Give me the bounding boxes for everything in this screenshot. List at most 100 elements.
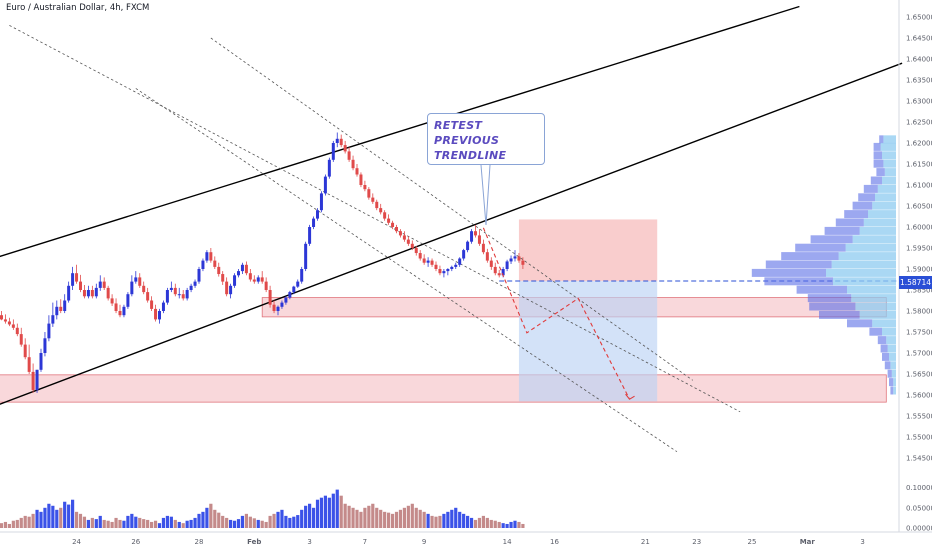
candle-body <box>406 239 410 244</box>
volume-bar <box>181 523 185 528</box>
volume-bar <box>240 515 245 528</box>
candle-body <box>414 248 418 254</box>
time-tick-label: 28 <box>195 538 204 546</box>
volume-profile-row <box>875 193 896 202</box>
volume-profile-row <box>835 218 864 227</box>
volume-bar <box>272 513 276 528</box>
volume-bar <box>146 519 150 528</box>
volume-profile-row <box>852 235 896 244</box>
callout-line: PREVIOUS <box>434 134 500 147</box>
symbol-name: Euro / Australian Dollar <box>6 3 105 13</box>
candle-body <box>379 208 383 213</box>
dotted-middle <box>210 37 693 381</box>
volume-profile-row <box>893 386 896 395</box>
candle-body <box>221 274 225 282</box>
volume-bar <box>493 520 497 528</box>
volume-bar <box>414 507 418 528</box>
price-tick-label: 1.63500 <box>906 77 932 85</box>
volume-profile-row <box>870 176 882 185</box>
volume-bar <box>398 509 403 528</box>
volume-bar <box>122 520 126 528</box>
candle-body <box>501 269 505 276</box>
volume-bar <box>521 523 525 528</box>
volume-profile-row <box>879 135 884 144</box>
volume-bar <box>209 503 213 528</box>
price-tick-label: 1.56500 <box>906 371 932 379</box>
volume-profile-row <box>831 260 896 269</box>
volume-bar <box>501 523 505 528</box>
candle-body <box>146 292 150 301</box>
price-tick-label: 1.61000 <box>906 182 932 190</box>
candle-body <box>82 290 86 297</box>
candle-body <box>154 308 158 320</box>
volume-bar <box>118 519 122 528</box>
candle-body <box>375 201 379 209</box>
volume-bar <box>430 515 434 528</box>
volume-bar <box>31 513 35 528</box>
volume-bar <box>390 513 395 528</box>
volume-bar <box>74 511 79 528</box>
candle-body <box>481 243 485 253</box>
projection-arrowhead <box>625 393 635 400</box>
volume-bar <box>11 520 15 528</box>
volume-bar <box>339 495 343 528</box>
volume-profile-row <box>851 294 896 303</box>
volume-bar <box>276 511 280 528</box>
volume-bar <box>426 513 430 528</box>
volume-bar <box>94 519 98 528</box>
candle-body <box>331 143 335 160</box>
volume-profile-row <box>880 142 896 151</box>
volume-bar <box>256 519 260 528</box>
volume-bar <box>359 511 363 528</box>
volume-bar <box>315 499 320 528</box>
time-tick-label: 16 <box>550 538 559 546</box>
volume-bar <box>67 504 71 528</box>
volume-bar <box>217 512 221 528</box>
candle-body <box>367 189 371 198</box>
volume-bar <box>221 515 225 528</box>
stop-loss-area <box>518 219 658 282</box>
time-tick-label: Mar <box>800 538 816 546</box>
volume-bar <box>311 507 316 528</box>
candle-body <box>150 300 154 309</box>
volume-bar <box>367 505 371 528</box>
candle-body <box>474 231 477 236</box>
timeframe[interactable]: 4h <box>109 3 121 13</box>
candle-body <box>418 253 422 259</box>
volume-layer <box>0 489 525 528</box>
volume-profile-row <box>859 310 896 319</box>
candle-body <box>201 260 205 269</box>
volume-bar <box>161 517 166 528</box>
candle-body <box>244 264 248 274</box>
candle-body <box>466 241 470 251</box>
volume-profile-row <box>765 260 832 269</box>
volume-profile-row <box>882 327 896 336</box>
volume-profile-row <box>872 319 896 328</box>
candle-body <box>521 260 525 265</box>
candle-body <box>391 222 395 227</box>
volume-bar <box>473 519 478 528</box>
volume-bar <box>323 495 327 528</box>
retest-callout[interactable]: RETEST PREVIOUS TRENDLINE <box>427 113 545 165</box>
volume-bar <box>142 519 146 528</box>
volume-bar <box>363 507 367 528</box>
candle-body <box>450 266 454 269</box>
candle-body <box>252 279 256 282</box>
volume-bar <box>248 516 252 528</box>
volume-bar <box>387 512 391 528</box>
volume-profile-row <box>889 378 894 387</box>
candle-body <box>15 327 19 335</box>
candle-body <box>316 210 319 219</box>
volume-bar <box>304 505 308 528</box>
price-tick-label: 1.61500 <box>906 161 932 169</box>
candle-body <box>27 357 31 372</box>
upper-channel <box>0 5 800 258</box>
callout-pointer <box>480 164 491 226</box>
volume-bar <box>205 507 209 528</box>
volume-bar <box>244 513 248 528</box>
volume-bar <box>458 511 462 528</box>
volume-profile-row <box>873 159 884 168</box>
candle-body <box>122 306 126 316</box>
